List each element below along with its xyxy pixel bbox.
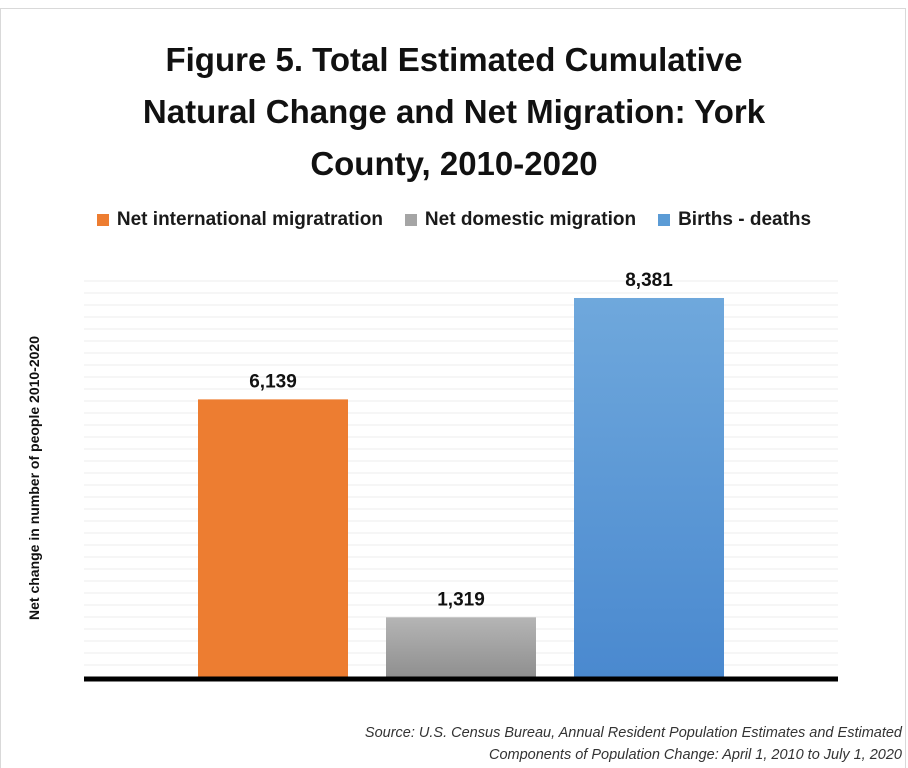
title-line-3: County, 2010-2020 — [310, 145, 598, 182]
bar-births-deaths — [574, 297, 724, 677]
chart-frame — [0, 8, 906, 768]
title-line-2: Natural Change and Net Migration: York — [142, 93, 766, 130]
chart-title: Figure 5. Total Estimated Cumulative Nat… — [0, 34, 908, 190]
title-line-1: Figure 5. Total Estimated Cumulative — [165, 41, 743, 78]
legend-label-births-deaths: Births - deaths — [678, 209, 812, 230]
source-note: Source: U.S. Census Bureau, Annual Resid… — [202, 722, 902, 766]
legend-label-international: Net international migratration — [116, 209, 383, 230]
legend-swatch-births-deaths — [658, 214, 671, 226]
bars — [198, 297, 724, 677]
legend-swatch-domestic — [404, 214, 417, 226]
legend-swatch-international — [96, 214, 109, 226]
bar-domestic — [386, 617, 536, 677]
legend-label-domestic: Net domestic migration — [424, 209, 637, 230]
data-label-international: 6,139 — [249, 371, 297, 392]
data-label-births-deaths: 8,381 — [625, 270, 673, 291]
legend-item-domestic: Net domestic migration — [404, 209, 637, 231]
legend-item-international: Net international migratration — [96, 209, 383, 231]
data-label-domestic: 1,319 — [437, 589, 485, 610]
bar-international — [198, 399, 348, 677]
data-labels: 6,139 1,319 8,381 — [249, 270, 673, 610]
source-line-2: Components of Population Change: April 1… — [489, 747, 902, 763]
legend: Net international migratration Net domes… — [0, 209, 908, 231]
source-line-1: Source: U.S. Census Bureau, Annual Resid… — [364, 725, 902, 741]
legend-item-births-deaths: Births - deaths — [658, 209, 811, 231]
